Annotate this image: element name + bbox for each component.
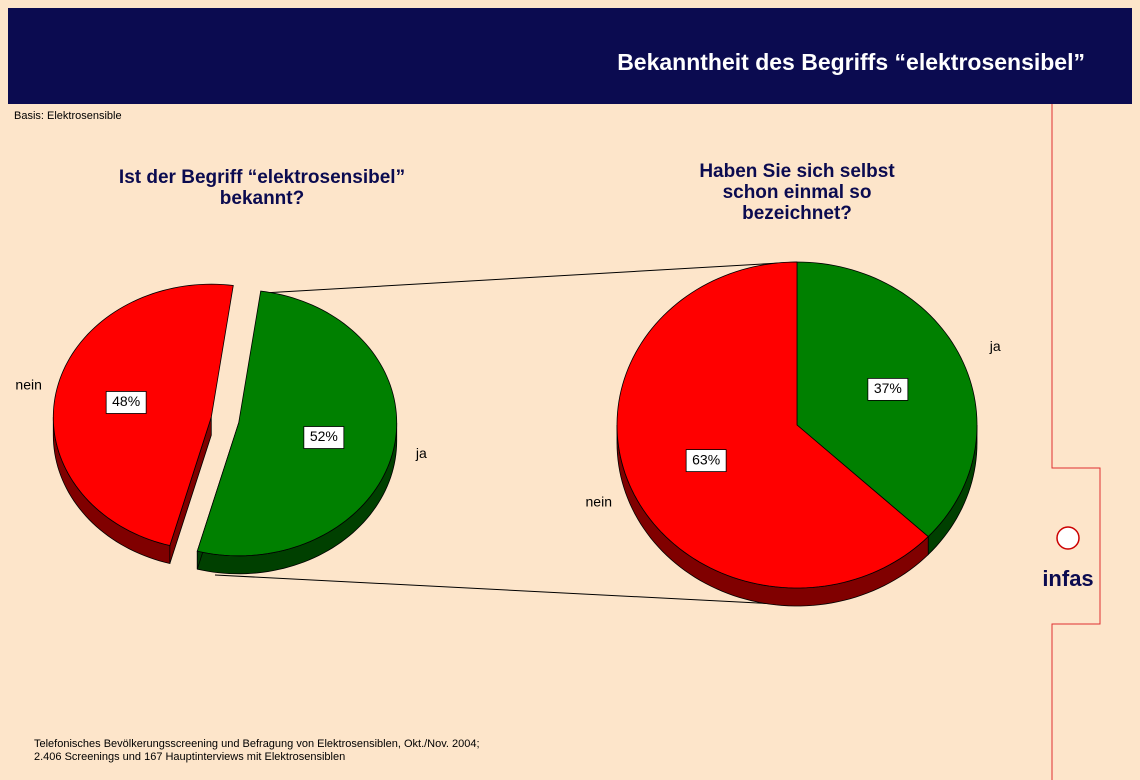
connector (214, 574, 798, 606)
connector (262, 261, 798, 294)
pie-slice (616, 261, 929, 589)
logo-icon (1056, 526, 1080, 550)
header-title: Bekanntheit des Begriffs “elektrosensibe… (617, 49, 1085, 75)
value-label-box (303, 426, 345, 449)
logo: infas (1042, 566, 1093, 591)
value-label: 37% (874, 380, 902, 396)
chart-title: Haben Sie sich selbst (699, 161, 895, 182)
chart-title: bezeichnet? (742, 203, 852, 224)
chart-title: Ist der Begriff “elektrosensibel” (119, 167, 405, 188)
value-label-box (685, 449, 727, 473)
category-label: nein (15, 376, 41, 392)
value-label: 52% (310, 428, 338, 444)
pie-slice (52, 283, 234, 547)
value-label: 63% (692, 451, 720, 467)
category-label: ja (415, 445, 427, 461)
footnote: 2.406 Screenings und 167 Hauptinterviews… (34, 751, 345, 763)
pie-slice (196, 290, 398, 557)
value-label-box (867, 377, 909, 401)
footnote: Telefonisches Bevölkerungsscreening und … (34, 738, 480, 750)
chart-title: schon einmal so (723, 182, 872, 203)
decor-line (1051, 104, 1101, 780)
header-band (8, 8, 1132, 104)
charts: Ist der Begriff “elektrosensibel”bekannt… (15, 161, 1001, 607)
category-label: nein (586, 493, 612, 509)
category-label: ja (989, 338, 1001, 354)
basis: Basis: Elektrosensible (14, 110, 122, 122)
chart-title: bekannt? (220, 188, 304, 209)
value-label-box (105, 391, 147, 414)
value-label: 48% (112, 393, 140, 409)
